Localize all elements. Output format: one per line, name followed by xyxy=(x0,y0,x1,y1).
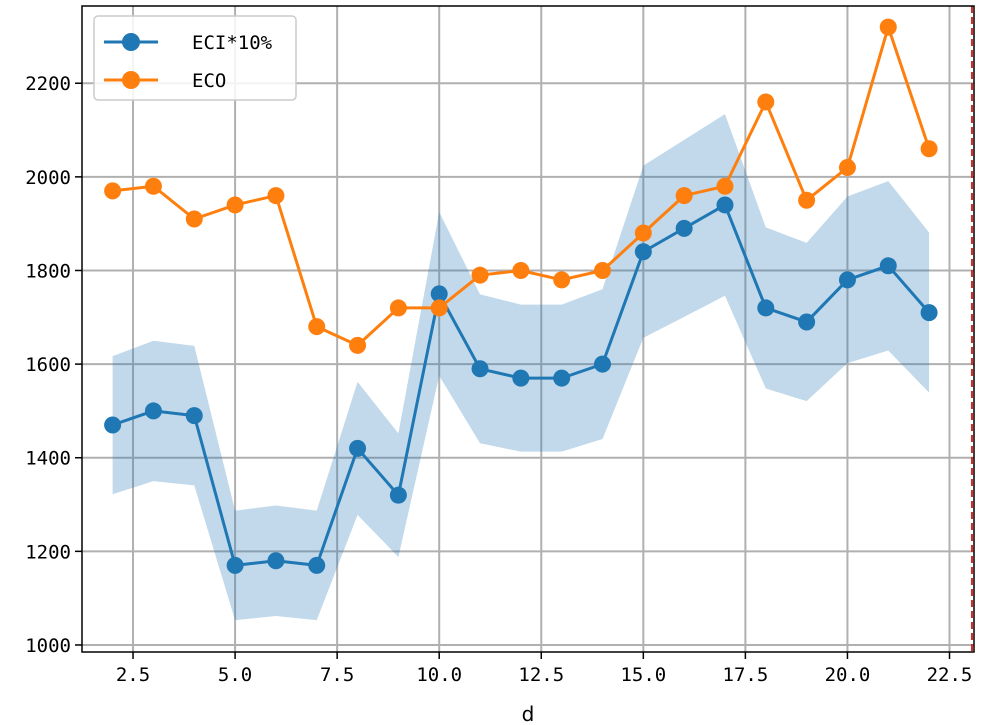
data-point xyxy=(716,196,734,214)
data-point xyxy=(185,210,203,228)
data-point xyxy=(838,271,856,289)
data-point xyxy=(879,18,897,36)
y-tick-label: 1600 xyxy=(25,354,71,376)
data-point xyxy=(226,196,244,214)
data-point xyxy=(757,93,775,111)
data-point xyxy=(144,177,162,195)
data-point xyxy=(675,219,693,237)
x-tick-label: 12.5 xyxy=(518,664,564,686)
data-point xyxy=(920,140,938,158)
data-point xyxy=(430,299,448,317)
data-point xyxy=(798,191,816,209)
x-tick-label: 7.5 xyxy=(320,664,354,686)
data-point xyxy=(675,187,693,205)
data-point xyxy=(594,261,612,279)
data-point xyxy=(267,187,285,205)
data-point xyxy=(349,439,367,457)
y-tick-label: 1400 xyxy=(25,448,71,470)
y-tick-label: 1200 xyxy=(25,541,71,563)
y-tick-label: 2000 xyxy=(25,167,71,189)
data-point xyxy=(920,304,938,322)
x-axis-label: d xyxy=(522,702,535,725)
data-point xyxy=(471,266,489,284)
data-point xyxy=(512,369,530,387)
data-point xyxy=(308,318,326,336)
data-point xyxy=(308,556,326,574)
plot-frame xyxy=(81,5,975,653)
data-point xyxy=(757,299,775,317)
y-tick-label: 1800 xyxy=(25,260,71,282)
legend-marker xyxy=(122,71,140,89)
legend-label: ECO xyxy=(192,70,226,92)
legend: ECI*10% ECO xyxy=(93,15,297,101)
x-tick-label: 2.5 xyxy=(116,664,150,686)
axis-ticks: 2.5 5.0 7.5 10.0 12.5 15.0 17.5 20.0 22.5 1000 120… xyxy=(25,73,972,686)
data-point xyxy=(389,486,407,504)
legend-marker xyxy=(122,33,140,51)
data-point xyxy=(104,182,122,200)
data-point xyxy=(430,285,448,303)
data-point xyxy=(879,257,897,275)
data-point xyxy=(634,224,652,242)
data-point xyxy=(144,402,162,420)
series-lines xyxy=(104,18,938,574)
data-point xyxy=(389,299,407,317)
x-tick-label: 22.5 xyxy=(927,664,973,686)
x-tick-label: 17.5 xyxy=(723,664,769,686)
x-tick-label: 15.0 xyxy=(620,664,666,686)
data-point xyxy=(594,355,612,373)
data-point xyxy=(471,360,489,378)
data-point xyxy=(512,261,530,279)
y-tick-label: 2200 xyxy=(25,73,71,95)
data-point xyxy=(634,243,652,261)
data-point xyxy=(104,416,122,434)
data-point xyxy=(226,556,244,574)
data-point xyxy=(798,313,816,331)
data-point xyxy=(716,177,734,195)
y-tick-label: 1000 xyxy=(25,635,71,657)
data-point xyxy=(185,407,203,425)
data-point xyxy=(553,271,571,289)
plot-border xyxy=(81,5,975,653)
data-point xyxy=(838,159,856,176)
x-tick-label: 10.0 xyxy=(416,664,462,686)
data-point xyxy=(349,336,367,354)
x-tick-label: 20.0 xyxy=(825,664,871,686)
x-tick-label: 5.0 xyxy=(218,664,252,686)
legend-label: ECI*10% xyxy=(192,32,273,54)
confidence-band xyxy=(112,114,930,621)
data-point xyxy=(267,552,285,570)
confidence-bands xyxy=(112,114,930,621)
data-point xyxy=(553,369,571,387)
